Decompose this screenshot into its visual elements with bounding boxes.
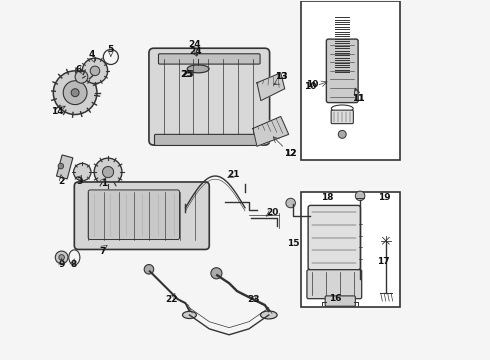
- FancyBboxPatch shape: [325, 296, 355, 306]
- Circle shape: [63, 81, 87, 105]
- Circle shape: [90, 66, 100, 76]
- Circle shape: [58, 163, 64, 169]
- Text: 22: 22: [165, 295, 178, 304]
- Circle shape: [211, 268, 222, 279]
- Ellipse shape: [261, 311, 277, 319]
- Circle shape: [71, 89, 79, 96]
- Text: 16: 16: [329, 294, 342, 303]
- Circle shape: [55, 251, 68, 264]
- Text: 25: 25: [180, 70, 193, 79]
- Text: 9: 9: [58, 260, 65, 269]
- Text: 20: 20: [266, 208, 278, 217]
- Text: 19: 19: [378, 193, 391, 202]
- Circle shape: [74, 163, 91, 181]
- Text: 12: 12: [284, 149, 297, 158]
- Text: 17: 17: [377, 257, 390, 266]
- Text: 13: 13: [275, 72, 288, 81]
- FancyBboxPatch shape: [74, 182, 209, 249]
- Circle shape: [102, 167, 114, 177]
- FancyBboxPatch shape: [154, 134, 260, 145]
- Polygon shape: [257, 73, 285, 100]
- Text: 21: 21: [228, 170, 240, 179]
- Ellipse shape: [187, 65, 209, 73]
- Text: 1: 1: [101, 179, 107, 188]
- Text: 25: 25: [181, 70, 194, 79]
- FancyBboxPatch shape: [308, 206, 361, 270]
- FancyBboxPatch shape: [307, 270, 362, 299]
- Circle shape: [338, 130, 346, 138]
- Polygon shape: [253, 117, 289, 146]
- Ellipse shape: [182, 311, 196, 319]
- Text: 10: 10: [304, 82, 317, 91]
- Circle shape: [59, 255, 64, 260]
- Text: 2: 2: [58, 177, 65, 186]
- Circle shape: [75, 71, 88, 83]
- Circle shape: [286, 198, 295, 208]
- Circle shape: [82, 58, 108, 84]
- FancyBboxPatch shape: [326, 39, 358, 103]
- FancyBboxPatch shape: [158, 54, 260, 64]
- Text: 3: 3: [76, 177, 82, 186]
- Text: 23: 23: [247, 295, 260, 304]
- FancyBboxPatch shape: [88, 190, 179, 239]
- Text: 5: 5: [108, 45, 114, 54]
- Text: 24: 24: [188, 40, 200, 49]
- Text: 13: 13: [275, 72, 288, 81]
- Circle shape: [94, 158, 122, 186]
- FancyBboxPatch shape: [331, 110, 353, 123]
- Text: 11: 11: [352, 94, 365, 103]
- Text: 14: 14: [51, 107, 64, 116]
- Text: 6: 6: [76, 65, 82, 74]
- Text: 24: 24: [189, 46, 202, 55]
- FancyBboxPatch shape: [149, 48, 270, 145]
- Circle shape: [144, 265, 154, 274]
- Circle shape: [53, 71, 97, 114]
- Text: 15: 15: [287, 239, 300, 248]
- Text: 11: 11: [352, 94, 365, 103]
- Text: 8: 8: [71, 260, 76, 269]
- Text: 12: 12: [284, 149, 297, 158]
- Text: 4: 4: [89, 50, 96, 59]
- Bar: [300, 192, 400, 307]
- Text: 18: 18: [321, 193, 334, 202]
- Text: 7: 7: [99, 247, 105, 256]
- Bar: [56, 155, 73, 179]
- Text: 10: 10: [306, 80, 318, 89]
- Circle shape: [355, 191, 365, 201]
- Bar: [300, 1, 400, 160]
